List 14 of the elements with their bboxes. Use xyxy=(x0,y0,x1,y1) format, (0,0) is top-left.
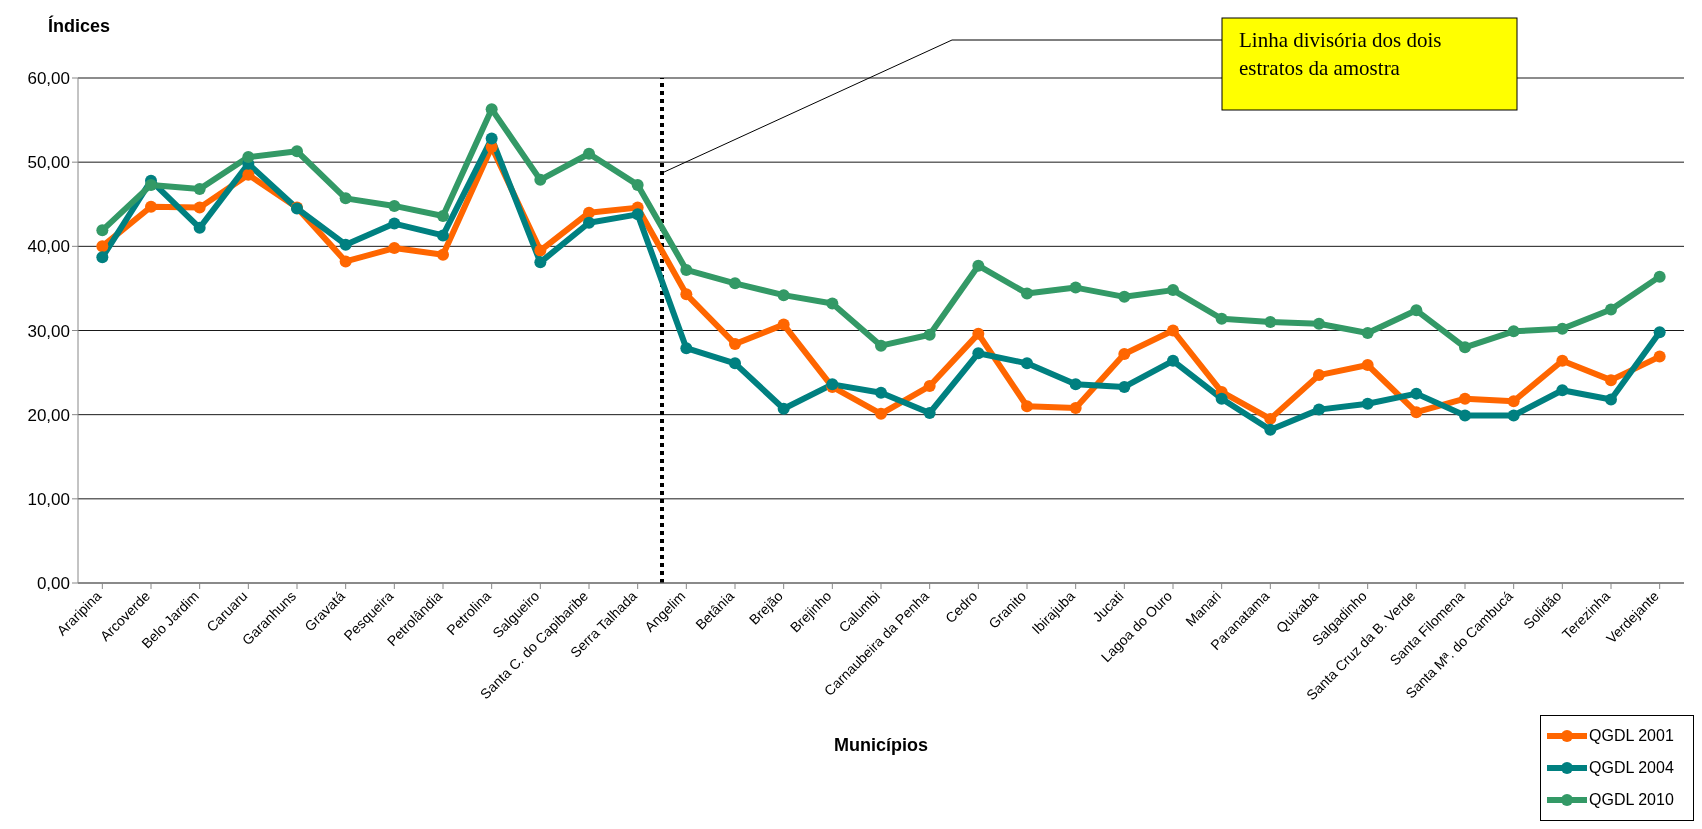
y-tick-label: 40,00 xyxy=(27,237,70,257)
y-tick-label: 10,00 xyxy=(27,489,70,509)
legend-label: QGDL 2010 xyxy=(1589,791,1674,809)
legend-label: QGDL 2004 xyxy=(1589,759,1674,777)
x-axis-title: Municípios xyxy=(834,735,928,755)
ref-line-label: Linha divisória dos dois estratos da amostra xyxy=(1238,27,1443,82)
legend-label: QGDL 2001 xyxy=(1589,727,1674,745)
y-tick-label: 0,00 xyxy=(36,574,70,594)
y-tick-label: 30,00 xyxy=(27,321,70,341)
y-tick-label: 20,00 xyxy=(27,405,70,425)
callout-box: Linha divisória dos dois estratos da amostra xyxy=(661,17,1518,174)
y-axis-title: Índices xyxy=(48,16,111,37)
y-tick-label: 60,00 xyxy=(27,69,70,89)
y-tick-label: 50,00 xyxy=(27,153,70,173)
